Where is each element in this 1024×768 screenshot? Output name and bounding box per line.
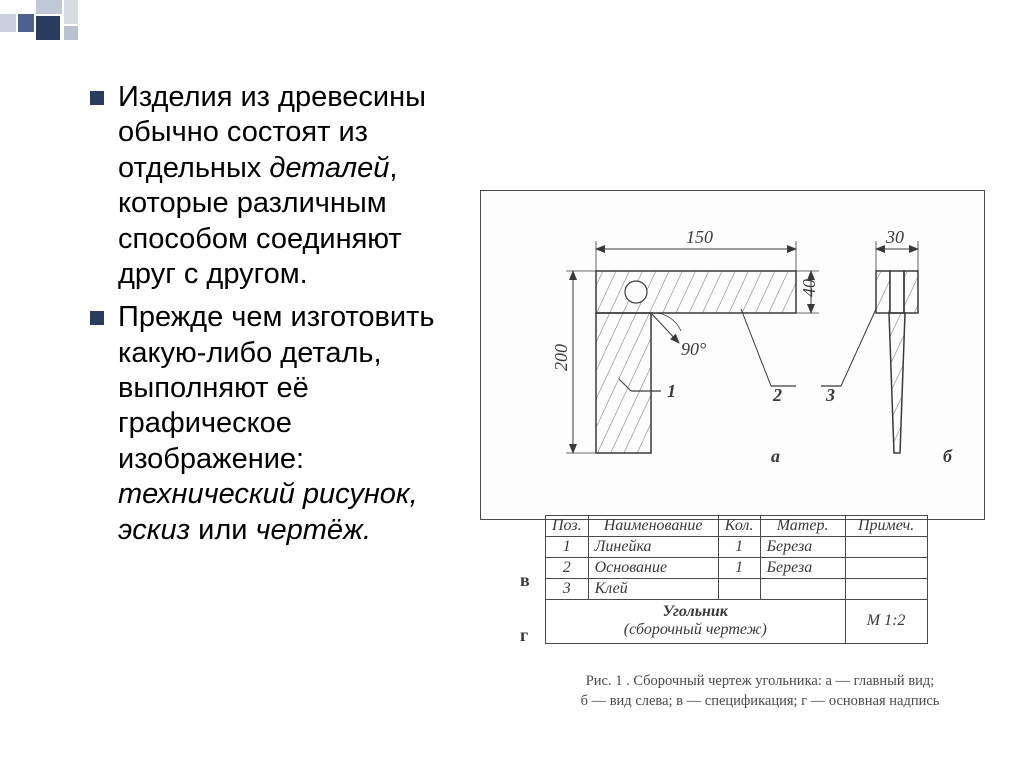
row-label-g: г [520, 625, 528, 646]
text-column: Изделия из древесины обычно состоят из о… [90, 80, 450, 556]
view-label-b: б [943, 446, 952, 467]
decoration-square [64, 26, 78, 40]
bullet-marker [90, 91, 104, 105]
table-cell [760, 579, 845, 600]
table-cell: Линейка [588, 537, 718, 558]
table-header: Наименование [588, 516, 718, 537]
bullet-marker [90, 311, 104, 325]
title-block-main: Угольник(сборочный чертеж) [546, 600, 846, 644]
bullet-item: Изделия из древесины обычно состоят из о… [90, 80, 450, 292]
callout-2: 2 [772, 385, 782, 405]
view-label-a: а [771, 446, 780, 467]
table-header: Примеч. [845, 516, 927, 537]
dim-30: 30 [885, 227, 904, 247]
technical-drawing: 150 40 200 90° 1 2 [481, 191, 986, 516]
table-cell [718, 579, 760, 600]
row-label-v: в [520, 570, 530, 591]
table-cell: Береза [760, 537, 845, 558]
table-cell: 1 [718, 558, 760, 579]
decoration-square [36, 16, 60, 40]
table-header: Поз. [546, 516, 589, 537]
callout-3: 3 [825, 385, 835, 405]
dim-200: 200 [551, 344, 571, 371]
decoration-square [18, 14, 34, 32]
table-cell [845, 579, 927, 600]
table-cell: 3 [546, 579, 589, 600]
caption-line2: б — вид слева; в — спецификация; г — осн… [581, 693, 940, 709]
table-cell: 2 [546, 558, 589, 579]
decoration-square [64, 0, 78, 24]
drawing-frame: 150 40 200 90° 1 2 [480, 190, 985, 520]
figure-container: 150 40 200 90° 1 2 [480, 190, 990, 720]
spec-table: Поз.НаименованиеКол.Матер.Примеч. 1Линейк… [545, 515, 928, 644]
dim-angle: 90° [681, 339, 706, 359]
decoration-square [0, 14, 16, 32]
dim-40: 40 [799, 279, 819, 297]
table-cell [845, 537, 927, 558]
dim-150: 150 [686, 227, 713, 247]
bullet-text: Прежде чем изготовить какую-либо деталь,… [118, 300, 450, 548]
table-header: Матер. [760, 516, 845, 537]
table-cell: Основание [588, 558, 718, 579]
bullet-item: Прежде чем изготовить какую-либо деталь,… [90, 300, 450, 548]
bullet-text: Изделия из древесины обычно состоят из о… [118, 80, 450, 292]
table-cell: Клей [588, 579, 718, 600]
table-cell: 1 [546, 537, 589, 558]
table-cell: 1 [718, 537, 760, 558]
callout-1: 1 [667, 381, 676, 401]
decoration-square [36, 0, 62, 14]
title-block-scale: М 1:2 [845, 600, 927, 644]
table-cell [845, 558, 927, 579]
table-header: Кол. [718, 516, 760, 537]
figure-caption: Рис. 1 . Сборочный чертеж угольника: а —… [540, 672, 980, 711]
caption-line1: Рис. 1 . Сборочный чертеж угольника: а —… [586, 673, 935, 689]
table-cell: Береза [760, 558, 845, 579]
